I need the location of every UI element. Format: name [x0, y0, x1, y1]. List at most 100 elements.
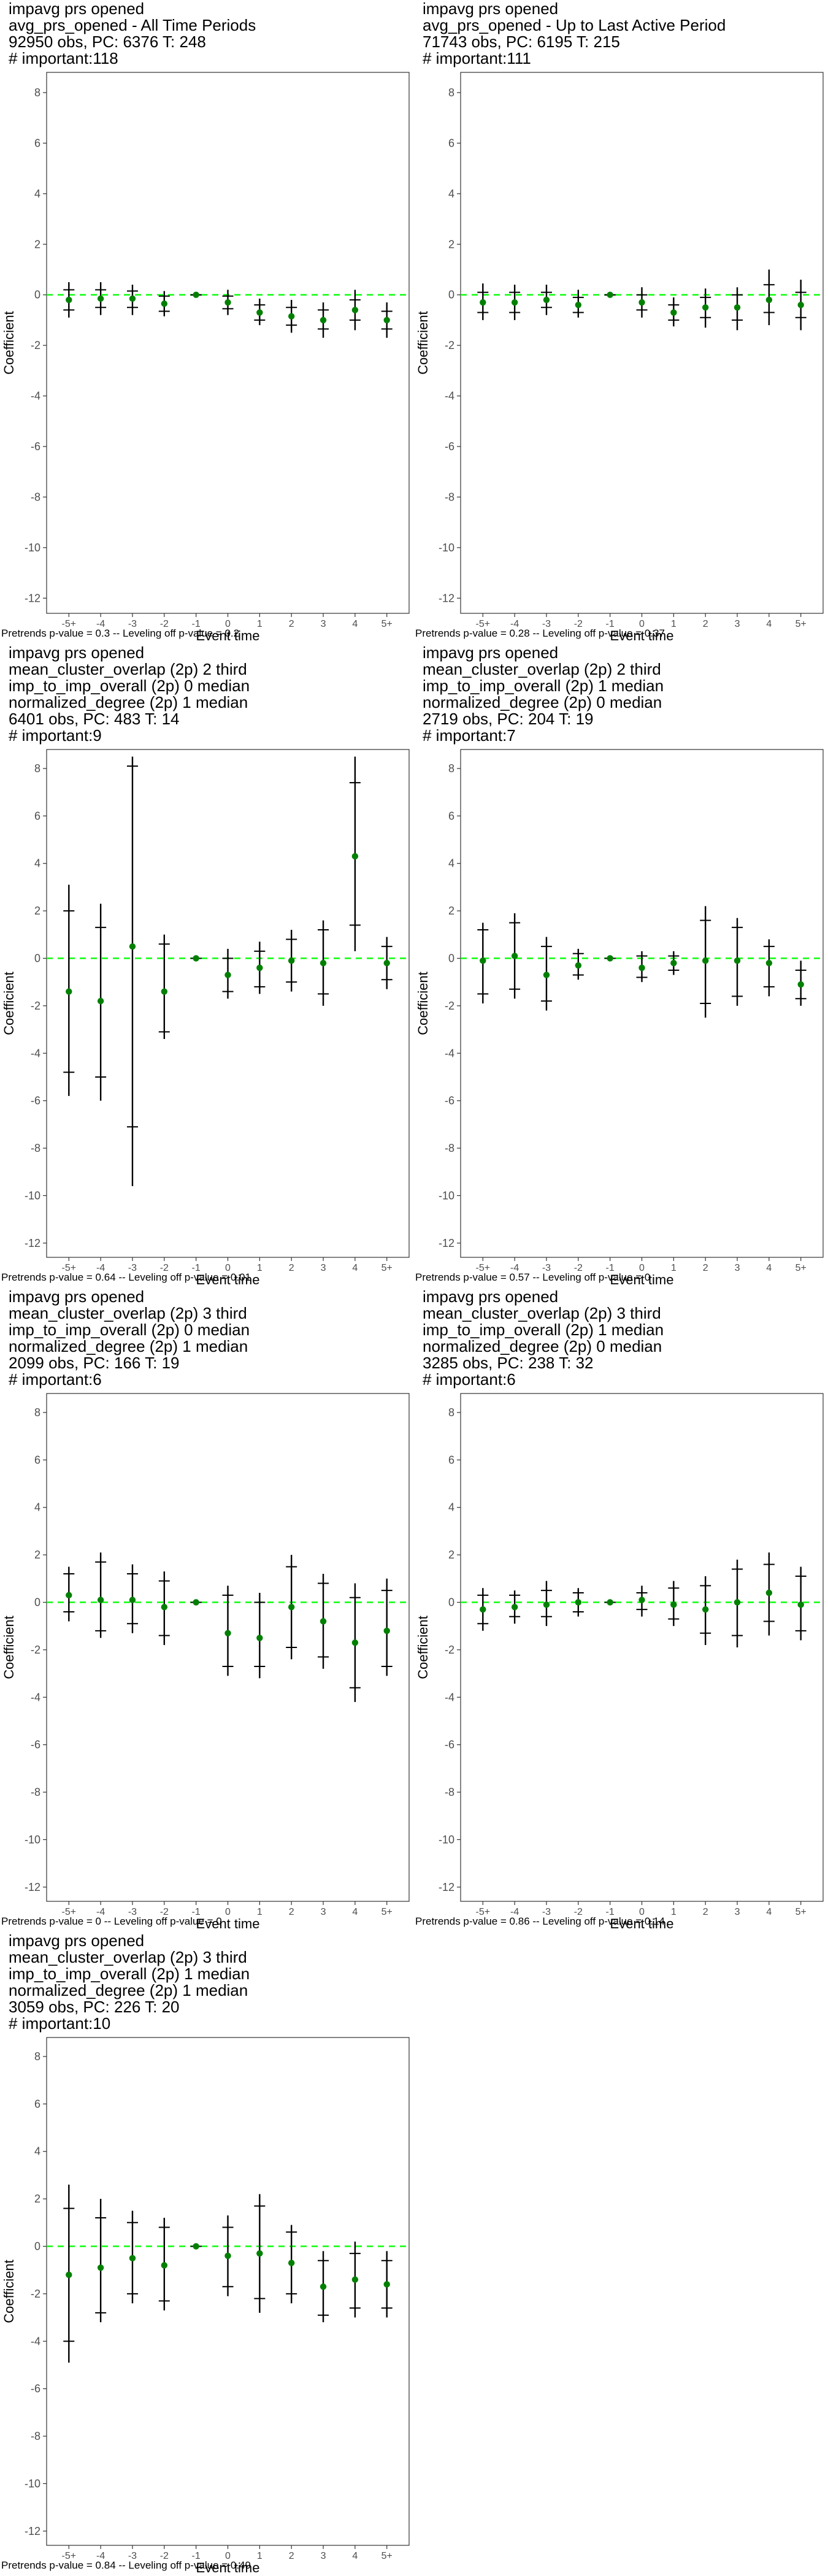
data-point [480, 299, 486, 306]
data-point [161, 1604, 168, 1611]
chart-title-line: # important:7 [423, 726, 516, 745]
y-tick-label: 6 [34, 2098, 40, 2110]
y-axis-title: Coefficient [415, 1616, 431, 1679]
chart-panel: impavg prs opened mean_cluster_overlap (2… [0, 1287, 414, 1932]
x-tick-label: -1 [192, 1907, 201, 1917]
y-axis-title: Coefficient [415, 311, 431, 375]
plot-border [46, 72, 410, 614]
x-tick-label: 3 [321, 1907, 326, 1917]
data-point [129, 943, 136, 950]
y-tick-label: 4 [34, 1501, 40, 1514]
x-tick-label: 3 [321, 2551, 326, 2561]
data-point [320, 2283, 327, 2290]
y-tick-label: -12 [439, 592, 454, 604]
y-tick-label: 8 [34, 86, 40, 99]
chart-title-line: imp_to_imp_overall (2p) 0 median [9, 677, 250, 695]
data-point [129, 2255, 136, 2262]
y-tick-label: -6 [31, 440, 40, 453]
chart-panel: impavg prs opened mean_cluster_overlap (2… [0, 643, 414, 1288]
y-tick-label: 0 [34, 1596, 40, 1608]
x-tick-label: 1 [671, 619, 677, 629]
y-tick-label: -2 [31, 2288, 40, 2300]
y-axis-title: Coefficient [1, 972, 17, 1035]
x-tick-label: -1 [606, 1263, 615, 1273]
data-point [193, 1599, 199, 1606]
data-point [97, 2264, 104, 2271]
y-tick-label: -8 [31, 1786, 40, 1798]
chart-panel: impavg prs opened avg_prs_opened - All Ti… [0, 0, 414, 644]
x-tick-label: 1 [257, 1907, 263, 1917]
x-tick-label: 5+ [381, 1907, 393, 1917]
x-tick-label: 1 [257, 2551, 263, 2561]
y-tick-label: 4 [34, 2145, 40, 2158]
y-tick-label: -4 [31, 390, 40, 402]
y-tick-label: 2 [34, 905, 40, 917]
chart-panel: impavg prs opened mean_cluster_overlap (2… [414, 643, 828, 1288]
data-point [575, 962, 582, 969]
x-tick-label: -3 [128, 2551, 137, 2561]
chart-title-line: mean_cluster_overlap (2p) 3 third [9, 1948, 247, 1966]
y-tick-label: -10 [25, 2477, 40, 2490]
data-point [734, 1599, 741, 1606]
x-tick-label: -2 [160, 1263, 169, 1273]
x-tick-label: 3 [321, 619, 326, 629]
data-point [511, 299, 518, 306]
y-tick-label: -12 [25, 592, 40, 604]
data-point [543, 1601, 550, 1608]
data-point [320, 316, 327, 324]
chart-title-line: mean_cluster_overlap (2p) 2 third [423, 660, 661, 678]
y-tick-label: 0 [34, 952, 40, 964]
y-tick-label: -6 [31, 1739, 40, 1751]
y-tick-label: -10 [25, 1189, 40, 1202]
y-tick-label: 6 [34, 1454, 40, 1466]
x-tick-label: 2 [703, 619, 708, 629]
x-tick-label: -1 [192, 619, 201, 629]
data-point [288, 957, 295, 964]
y-tick-label: 6 [448, 810, 454, 822]
chart-title-line: normalized_degree (2p) 1 median [9, 693, 248, 711]
data-point [607, 1599, 613, 1606]
x-tick-label: -1 [606, 1907, 615, 1917]
y-tick-label: 6 [34, 137, 40, 149]
y-tick-label: -12 [25, 1237, 40, 1249]
x-tick-label: -4 [96, 1907, 105, 1917]
x-tick-label: -5+ [62, 619, 77, 629]
x-tick-label: -4 [510, 1263, 519, 1273]
x-tick-label: 5+ [795, 1263, 807, 1273]
plot-border [460, 1393, 824, 1902]
y-tick-label: -2 [445, 339, 454, 351]
data-point [288, 313, 295, 320]
chart-title-line: 2099 obs, PC: 166 T: 19 [9, 1354, 180, 1372]
x-tick-label: 4 [352, 2551, 358, 2561]
y-tick-label: 6 [448, 137, 454, 149]
x-tick-label: 4 [766, 1263, 772, 1273]
y-tick-label: 6 [448, 1454, 454, 1466]
chart-title-line: # important:111 [423, 49, 531, 67]
chart-title-line: 3059 obs, PC: 226 T: 20 [9, 1998, 180, 2016]
x-tick-label: -3 [542, 619, 551, 629]
y-tick-label: -4 [31, 2335, 40, 2347]
y-tick-label: 6 [34, 810, 40, 822]
data-point [193, 955, 199, 962]
data-point [97, 997, 104, 1005]
data-point [511, 1604, 518, 1611]
x-tick-label: 4 [352, 1263, 358, 1273]
x-tick-label: 4 [766, 1907, 772, 1917]
x-tick-label: 3 [735, 1263, 740, 1273]
chart-title-line: 3285 obs, PC: 238 T: 32 [423, 1354, 594, 1372]
data-point [161, 300, 168, 307]
y-tick-label: -4 [31, 1691, 40, 1703]
chart-title-line: mean_cluster_overlap (2p) 2 third [9, 660, 247, 678]
x-tick-label: 3 [735, 1907, 740, 1917]
y-tick-label: 0 [448, 1596, 454, 1608]
chart-title-line: normalized_degree (2p) 0 median [423, 1337, 662, 1355]
chart-title-line: normalized_degree (2p) 1 median [9, 1337, 248, 1355]
x-tick-label: 1 [671, 1907, 677, 1917]
x-tick-label: 5+ [381, 619, 393, 629]
x-axis-title: Event time [610, 628, 674, 643]
x-tick-label: -3 [542, 1907, 551, 1917]
data-point [734, 304, 741, 311]
